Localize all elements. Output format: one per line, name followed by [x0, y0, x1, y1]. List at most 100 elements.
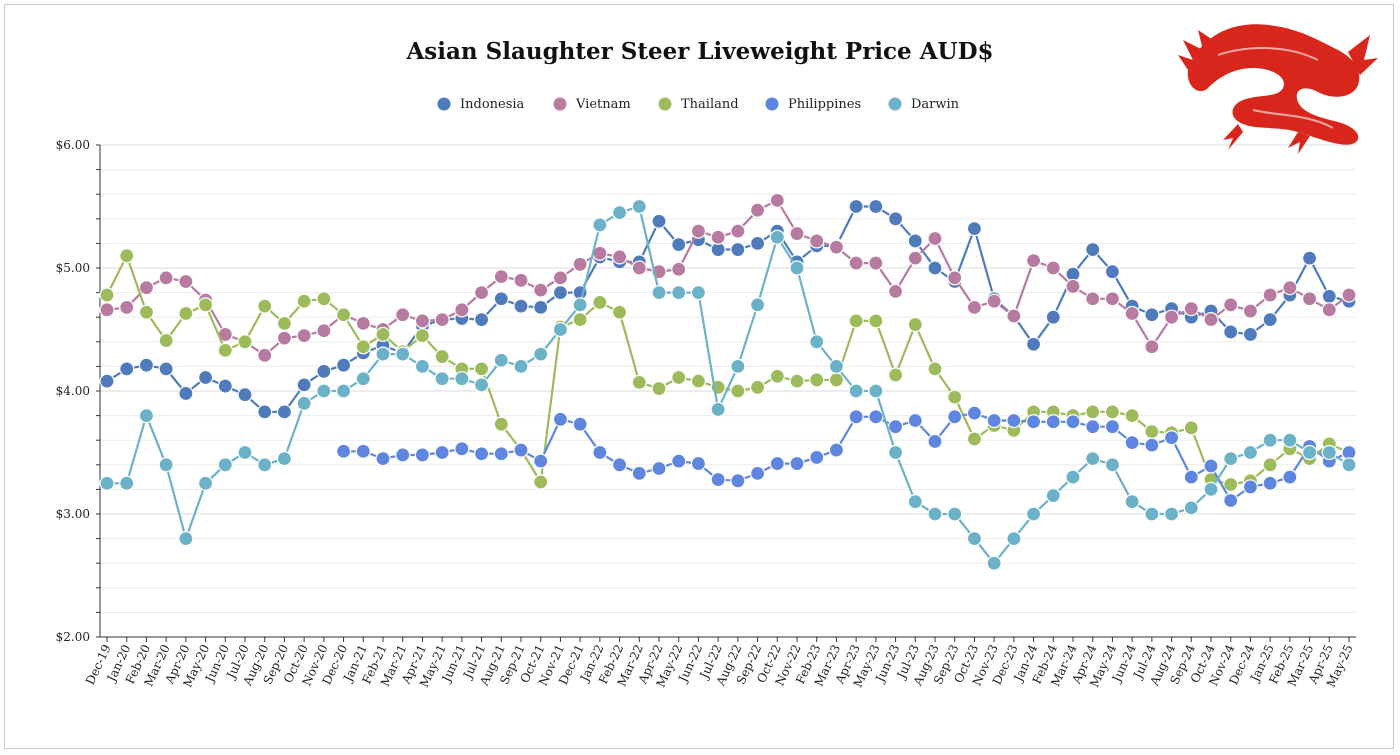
data-point[interactable] — [651, 213, 667, 229]
data-point[interactable] — [631, 465, 647, 482]
data-point[interactable] — [493, 416, 509, 432]
data-point[interactable] — [1085, 241, 1101, 258]
data-point[interactable] — [848, 409, 864, 425]
data-point[interactable] — [1085, 291, 1101, 307]
data-point[interactable] — [335, 383, 352, 399]
data-point[interactable] — [1203, 312, 1219, 328]
data-point[interactable] — [749, 297, 766, 313]
data-point[interactable] — [1104, 264, 1121, 280]
data-point[interactable] — [454, 302, 470, 318]
data-point[interactable] — [887, 419, 904, 435]
data-point[interactable] — [454, 371, 470, 387]
data-point[interactable] — [1223, 451, 1239, 467]
data-point[interactable] — [947, 506, 963, 522]
data-point[interactable] — [749, 235, 766, 251]
data-point[interactable] — [868, 255, 884, 271]
legend-label[interactable]: Thailand — [681, 97, 739, 112]
data-point[interactable] — [1006, 308, 1022, 324]
data-point[interactable] — [907, 233, 923, 249]
data-point[interactable] — [1282, 469, 1298, 485]
data-point[interactable] — [1104, 457, 1121, 473]
data-point[interactable] — [1341, 457, 1357, 473]
data-point[interactable] — [513, 272, 529, 288]
data-point[interactable] — [868, 313, 884, 329]
data-point[interactable] — [493, 269, 509, 285]
data-point[interactable] — [749, 465, 766, 482]
data-point[interactable] — [355, 339, 371, 355]
data-point[interactable] — [769, 192, 785, 208]
data-point[interactable] — [1144, 307, 1160, 323]
data-point[interactable] — [690, 223, 707, 239]
data-point[interactable] — [947, 409, 963, 425]
data-point[interactable] — [671, 237, 687, 253]
data-point[interactable] — [197, 369, 214, 386]
data-point[interactable] — [1301, 291, 1318, 307]
data-point[interactable] — [690, 373, 707, 389]
data-point[interactable] — [552, 411, 569, 427]
data-point[interactable] — [434, 348, 450, 365]
data-point[interactable] — [966, 405, 983, 421]
data-point[interactable] — [1045, 260, 1061, 276]
data-point[interactable] — [611, 205, 628, 221]
data-point[interactable] — [1183, 420, 1199, 436]
data-point[interactable] — [1065, 278, 1081, 295]
data-point[interactable] — [611, 249, 628, 265]
data-point[interactable] — [611, 457, 628, 473]
data-point[interactable] — [671, 285, 687, 301]
data-point[interactable] — [197, 475, 214, 491]
data-point[interactable] — [1301, 250, 1318, 266]
data-point[interactable] — [138, 280, 155, 296]
data-point[interactable] — [789, 225, 805, 242]
data-point[interactable] — [1183, 469, 1199, 485]
data-point[interactable] — [138, 408, 155, 424]
data-point[interactable] — [355, 443, 371, 459]
data-point[interactable] — [1144, 339, 1160, 355]
data-point[interactable] — [690, 455, 707, 472]
data-point[interactable] — [158, 332, 174, 349]
data-point[interactable] — [119, 248, 135, 264]
data-point[interactable] — [395, 447, 411, 463]
data-point[interactable] — [513, 358, 529, 374]
data-point[interactable] — [1124, 305, 1140, 322]
data-point[interactable] — [1104, 404, 1121, 420]
data-point[interactable] — [119, 475, 135, 491]
data-point[interactable] — [1223, 492, 1239, 509]
data-point[interactable] — [119, 361, 135, 377]
data-point[interactable] — [296, 395, 312, 411]
data-point[interactable] — [552, 321, 569, 338]
data-point[interactable] — [730, 358, 746, 374]
data-point[interactable] — [1183, 500, 1199, 516]
data-point[interactable] — [789, 373, 805, 389]
data-point[interactable] — [335, 443, 352, 459]
data-point[interactable] — [395, 346, 411, 362]
data-point[interactable] — [868, 383, 884, 399]
data-point[interactable] — [986, 293, 1002, 309]
data-point[interactable] — [966, 431, 983, 447]
data-point[interactable] — [611, 304, 628, 320]
data-point[interactable] — [138, 357, 155, 373]
data-point[interactable] — [296, 328, 312, 344]
data-point[interactable] — [809, 449, 825, 466]
data-point[interactable] — [1242, 479, 1259, 495]
data-point[interactable] — [1321, 288, 1337, 304]
data-point[interactable] — [828, 372, 845, 388]
data-point[interactable] — [572, 312, 588, 328]
data-point[interactable] — [848, 255, 864, 271]
data-point[interactable] — [355, 371, 371, 387]
data-point[interactable] — [690, 285, 707, 301]
data-point[interactable] — [671, 369, 687, 386]
data-point[interactable] — [848, 383, 864, 399]
data-point[interactable] — [572, 416, 588, 432]
data-point[interactable] — [552, 285, 569, 301]
data-point[interactable] — [533, 299, 549, 315]
data-point[interactable] — [355, 315, 371, 331]
data-point[interactable] — [1045, 414, 1061, 430]
data-point[interactable] — [1262, 312, 1278, 328]
data-point[interactable] — [533, 453, 549, 469]
data-point[interactable] — [1025, 506, 1042, 522]
data-point[interactable] — [907, 250, 923, 266]
data-point[interactable] — [375, 326, 391, 343]
data-point[interactable] — [434, 312, 450, 328]
data-point[interactable] — [316, 323, 332, 339]
data-point[interactable] — [986, 412, 1002, 429]
